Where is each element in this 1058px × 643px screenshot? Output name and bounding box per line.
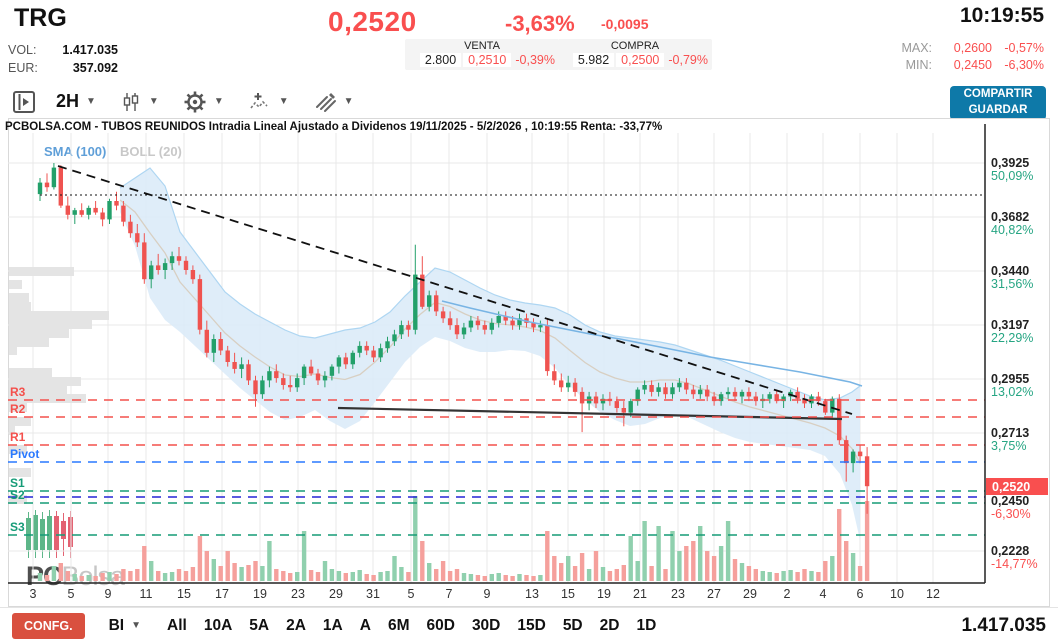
- chevron-down-icon: ▼: [148, 96, 159, 107]
- bid-box: COMPRA 5.982 0,2500 -0,79%: [558, 39, 712, 70]
- range-all[interactable]: All: [167, 616, 187, 634]
- timeframe-select[interactable]: 2H ▼: [46, 91, 96, 112]
- add-indicator-button[interactable]: ▼: [248, 91, 289, 113]
- max-min-block: MAX: 0,2600 -0,57% MIN: 0,2450 -6,30%: [901, 39, 1044, 73]
- pcbolsa-logo-icon: [26, 510, 73, 558]
- range-a[interactable]: A: [359, 616, 371, 634]
- chevron-down-icon: ▼: [86, 96, 96, 107]
- min-label: MIN:: [905, 57, 932, 72]
- compare-add-icon: [250, 92, 268, 108]
- range-2d[interactable]: 2D: [599, 616, 620, 634]
- bid-price: 0,2500: [616, 53, 665, 67]
- ask-box: VENTA 2.800 0,2510 -0,39%: [405, 39, 559, 70]
- settings-button[interactable]: ▼: [183, 90, 224, 114]
- ticker-symbol: TRG: [14, 4, 67, 32]
- draw-tools-icon: [315, 92, 336, 112]
- share-save-button[interactable]: COMPARTIR GUARDAR: [950, 86, 1046, 120]
- eur-value: 357.092: [72, 61, 118, 75]
- range-1d[interactable]: 1D: [636, 616, 657, 634]
- ask-qty: 2.800: [419, 53, 462, 67]
- clock: 10:19:55: [959, 4, 1044, 27]
- change-percent: -3,63%: [505, 11, 575, 36]
- range-15d[interactable]: 15D: [517, 616, 546, 634]
- candlestick-chart-icon: [123, 92, 139, 111]
- bid-title: COMPRA: [610, 40, 660, 52]
- last-price: 0,2520: [328, 6, 417, 37]
- bid-qty: 5.982: [572, 53, 615, 67]
- vol-value: 1.417.035: [62, 43, 118, 57]
- panel-toggle-icon: [13, 90, 35, 113]
- gear-icon: [184, 91, 206, 112]
- watermark-pc: PC: [26, 561, 63, 591]
- range-buttons: All 10A 5A 2A 1A A 6M 60D 30D 15D 5D 2D …: [167, 617, 656, 635]
- eur-label: EUR:: [8, 61, 38, 75]
- session-volume-total: 1.417.035: [961, 614, 1046, 636]
- save-label: GUARDAR: [968, 104, 1028, 116]
- chart-title: PCBOLSA.COM - TUBOS REUNIDOS Intradia Li…: [5, 121, 663, 133]
- config-button[interactable]: CONFG.: [12, 612, 85, 639]
- range-1a[interactable]: 1A: [322, 616, 343, 634]
- max-price: 0,2600: [953, 40, 992, 55]
- legend-sma[interactable]: SMA (100): [44, 144, 107, 159]
- interval-select[interactable]: BI ▼: [109, 617, 141, 635]
- max-label: MAX:: [901, 40, 932, 55]
- max-pct: -0,57%: [1004, 40, 1044, 55]
- range-6m[interactable]: 6M: [387, 616, 410, 634]
- chart-legend: SMA (100) BOLL (20): [44, 144, 182, 159]
- range-60d[interactable]: 60D: [426, 616, 455, 634]
- share-label: COMPARTIR: [963, 88, 1033, 101]
- panel-toggle-button[interactable]: [12, 90, 36, 114]
- draw-tools-button[interactable]: ▼: [313, 91, 354, 113]
- header: TRG VOL: 1.417.035 EUR: 357.092 0,2520 -…: [0, 0, 1058, 85]
- range-5a[interactable]: 5A: [249, 616, 270, 634]
- ask-title: VENTA: [464, 40, 500, 52]
- range-2a[interactable]: 2A: [286, 616, 306, 634]
- range-30d[interactable]: 30D: [471, 616, 501, 634]
- chevron-down-icon: ▼: [278, 96, 289, 107]
- ask-pct: -0,39%: [515, 53, 555, 67]
- bid-pct: -0,79%: [668, 53, 708, 67]
- chevron-down-icon: ▼: [343, 96, 354, 107]
- watermark-bolsa: Bolsa: [61, 561, 126, 591]
- min-pct: -6,30%: [1004, 57, 1044, 72]
- range-10a[interactable]: 10A: [203, 616, 233, 634]
- vol-label: VOL:: [8, 43, 37, 57]
- chevron-down-icon: ▼: [213, 96, 224, 107]
- timeframe-value: 2H: [56, 91, 80, 111]
- watermark: PCBolsa: [26, 508, 126, 592]
- chevron-down-icon: ▼: [131, 620, 142, 631]
- range-5d[interactable]: 5D: [562, 616, 583, 634]
- bottom-toolbar: CONFG. BI ▼ All 10A 5A 2A 1A A 6M 60D 30…: [0, 607, 1058, 643]
- change-absolute: -0,0095: [601, 16, 649, 32]
- chart-toolbar: 2H ▼ ▼ ▼: [0, 85, 1058, 118]
- legend-boll[interactable]: BOLL (20): [120, 144, 182, 159]
- interval-value: BI: [108, 616, 125, 634]
- chart-type-button[interactable]: ▼: [120, 91, 159, 113]
- min-price: 0,2450: [953, 57, 992, 72]
- ask-price: 0,2510: [463, 53, 512, 67]
- volume-block: VOL: 1.417.035 EUR: 357.092: [8, 41, 118, 77]
- chart-card: [8, 118, 1050, 607]
